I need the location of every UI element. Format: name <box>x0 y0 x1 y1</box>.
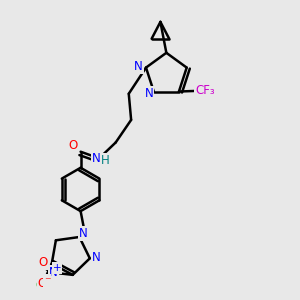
Text: H: H <box>101 154 110 167</box>
Text: N: N <box>49 266 58 279</box>
Text: Cl: Cl <box>36 279 47 292</box>
Text: +: + <box>53 263 61 273</box>
Text: N: N <box>79 227 88 240</box>
Text: ⁻: ⁻ <box>44 275 50 288</box>
Text: CF₃: CF₃ <box>195 84 215 98</box>
Text: O: O <box>68 139 77 152</box>
Text: O: O <box>38 277 47 290</box>
Text: O: O <box>38 256 48 268</box>
Text: N: N <box>92 152 101 165</box>
Text: N: N <box>145 87 153 101</box>
Text: N: N <box>134 60 142 73</box>
Text: N: N <box>92 251 101 264</box>
